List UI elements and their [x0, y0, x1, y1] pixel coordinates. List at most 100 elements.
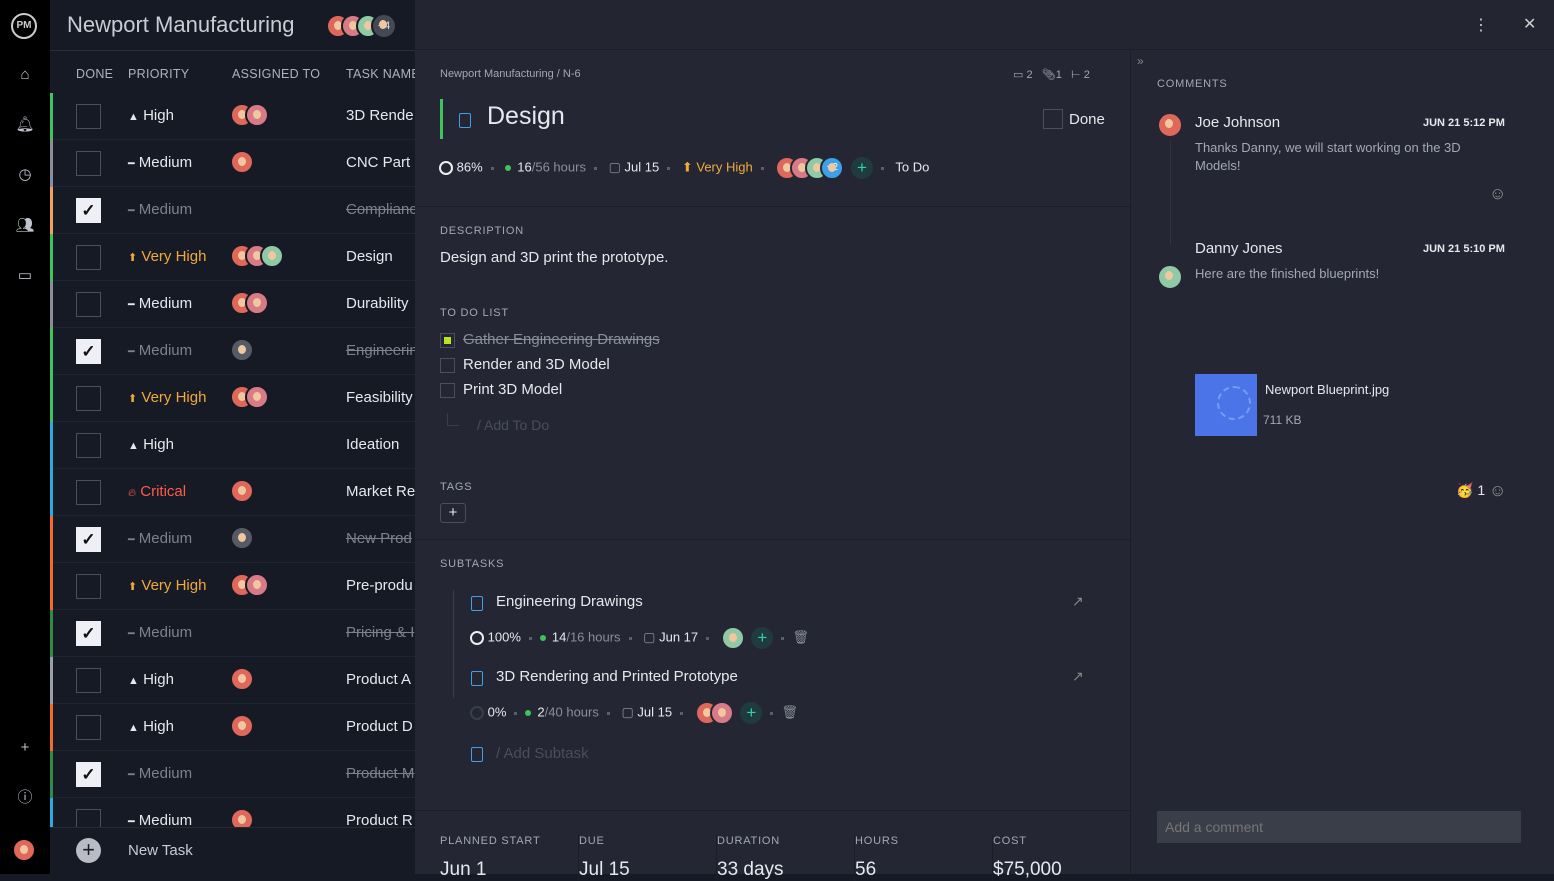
- priority[interactable]: ━ Medium: [128, 530, 193, 547]
- col-priority[interactable]: PRIORITY: [128, 67, 190, 81]
- done-checkbox[interactable]: ✓: [76, 527, 101, 552]
- task-name[interactable]: Product D: [346, 718, 413, 735]
- clock-icon[interactable]: ◷: [18, 166, 32, 183]
- task-name[interactable]: Durability: [346, 295, 409, 312]
- assignees[interactable]: [230, 479, 254, 503]
- done-checkbox[interactable]: [76, 668, 101, 693]
- table-row[interactable]: ⬆ Very High Feasibility: [50, 375, 415, 422]
- done-checkbox[interactable]: ✓: [76, 198, 101, 223]
- assignees[interactable]: [230, 291, 269, 315]
- subtask-name[interactable]: Engineering Drawings: [496, 593, 643, 610]
- table-row[interactable]: ✓ ━ Medium Product M: [50, 751, 415, 798]
- add-tag-button[interactable]: +: [440, 503, 466, 523]
- stat[interactable]: COST $75,000: [992, 835, 1062, 881]
- col-assigned[interactable]: ASSIGNED TO: [232, 67, 321, 81]
- user-avatar[interactable]: [12, 838, 36, 862]
- table-row[interactable]: ⬆ Very High Pre-produ: [50, 563, 415, 610]
- subtask-name[interactable]: 3D Rendering and Printed Prototype: [496, 668, 738, 685]
- users-icon[interactable]: 👥︎: [15, 217, 35, 234]
- project-members[interactable]: +4: [326, 13, 397, 39]
- stat[interactable]: HOURS 56: [854, 835, 899, 881]
- task-name[interactable]: Market Re: [346, 483, 415, 500]
- hours[interactable]: /56 hours: [531, 159, 586, 175]
- open-external-icon[interactable]: ↗: [1072, 668, 1084, 684]
- col-task-name[interactable]: TASK NAME: [346, 67, 415, 81]
- table-row[interactable]: ▲ High 3D Rende: [50, 93, 415, 140]
- add-todo-input[interactable]: / Add To Do: [477, 417, 550, 433]
- add-subtask-input[interactable]: / Add Subtask: [496, 745, 589, 762]
- trash-icon[interactable]: 🗑︎: [781, 704, 798, 720]
- priority[interactable]: ⬆ Very High: [128, 577, 207, 594]
- table-row[interactable]: ━ Medium CNC Part: [50, 140, 415, 187]
- home-icon[interactable]: ⌂: [20, 66, 30, 83]
- col-done[interactable]: DONE: [76, 67, 114, 81]
- plus-icon[interactable]: +: [20, 739, 30, 756]
- task-name[interactable]: Pre-produ: [346, 577, 413, 594]
- priority[interactable]: 🔥︎ Critical: [128, 483, 187, 500]
- task-name[interactable]: Engineerin: [346, 342, 415, 359]
- assignees[interactable]: [230, 103, 269, 127]
- attachment-name[interactable]: Newport Blueprint.jpg: [1265, 382, 1390, 397]
- todo-item[interactable]: Gather Engineering Drawings: [440, 331, 660, 348]
- table-row[interactable]: ▲ High Product A: [50, 657, 415, 704]
- todo-checkbox[interactable]: [440, 357, 455, 373]
- add-assignee-button[interactable]: +: [751, 627, 774, 649]
- breadcrumb[interactable]: Newport Manufacturing / N-6: [440, 68, 581, 80]
- assignees[interactable]: [230, 526, 254, 550]
- priority[interactable]: ━ Medium: [128, 624, 193, 641]
- priority[interactable]: ━ Medium: [128, 342, 193, 359]
- priority[interactable]: ⬆ Very High: [128, 389, 207, 406]
- task-name[interactable]: Product A: [346, 671, 412, 688]
- table-row[interactable]: ✓ ━ Medium New Prod: [50, 516, 415, 563]
- assignees[interactable]: [230, 150, 254, 174]
- priority[interactable]: ▲ High: [128, 436, 174, 453]
- table-row[interactable]: ⬆ Very High Design: [50, 234, 415, 281]
- priority[interactable]: ▲ High: [128, 671, 174, 688]
- stat[interactable]: DURATION 33 days: [716, 835, 784, 881]
- table-row[interactable]: ✓ ━ Medium Engineerin: [50, 328, 415, 375]
- priority[interactable]: ▲ High: [128, 107, 174, 124]
- assignees[interactable]: [230, 338, 254, 362]
- priority[interactable]: Very High: [696, 159, 753, 175]
- task-name[interactable]: New Prod: [346, 530, 412, 547]
- done-checkbox[interactable]: [76, 245, 101, 270]
- priority[interactable]: ━ Medium: [128, 201, 193, 218]
- task-name[interactable]: Design: [346, 248, 393, 265]
- emoji-react-icon[interactable]: ☺: [1489, 481, 1507, 500]
- new-task-button[interactable]: + New Task: [50, 827, 415, 874]
- due-date[interactable]: Jul 15: [624, 159, 660, 175]
- bell-icon[interactable]: 🔔︎: [15, 116, 35, 133]
- priority[interactable]: ━ Medium: [128, 154, 193, 171]
- done-checkbox[interactable]: ✓: [76, 339, 101, 364]
- stat[interactable]: DUE Jul 15: [578, 835, 630, 881]
- add-assignee-button[interactable]: +: [740, 702, 763, 724]
- task-name[interactable]: Complianc: [346, 201, 415, 218]
- done-checkbox[interactable]: [76, 574, 101, 599]
- assignees[interactable]: [230, 573, 269, 597]
- table-row[interactable]: ✓ ━ Medium Complianc: [50, 187, 415, 234]
- done-checkbox[interactable]: [76, 480, 101, 505]
- task-name[interactable]: Ideation: [346, 436, 400, 453]
- done-checkbox[interactable]: [76, 386, 101, 411]
- open-external-icon[interactable]: ↗: [1072, 593, 1084, 609]
- task-name[interactable]: Product M: [346, 765, 415, 782]
- status[interactable]: To Do: [895, 159, 930, 175]
- done-checkbox[interactable]: [76, 715, 101, 740]
- task-name[interactable]: CNC Part: [346, 154, 411, 171]
- done-checkbox[interactable]: [76, 433, 101, 458]
- help-icon[interactable]: ⓘ: [17, 789, 33, 806]
- priority[interactable]: ━ Medium: [128, 295, 193, 312]
- table-row[interactable]: ▲ High Product D: [50, 704, 415, 751]
- table-row[interactable]: ━ Medium Durability: [50, 281, 415, 328]
- more-icon[interactable]: ⋮: [1473, 17, 1489, 34]
- table-row[interactable]: ✓ ━ Medium Pricing & I: [50, 610, 415, 657]
- blueprint-thumbnail[interactable]: [1195, 374, 1257, 436]
- done-checkbox[interactable]: [76, 104, 101, 129]
- task-name[interactable]: 3D Rende: [346, 107, 414, 124]
- task-name[interactable]: Product R: [346, 812, 413, 829]
- priority[interactable]: ━ Medium: [128, 812, 193, 829]
- progress[interactable]: 86%: [456, 159, 483, 175]
- reaction[interactable]: 🥳 1: [1456, 482, 1486, 498]
- done-checkbox[interactable]: [76, 292, 101, 317]
- pm-logo[interactable]: PM: [11, 13, 37, 39]
